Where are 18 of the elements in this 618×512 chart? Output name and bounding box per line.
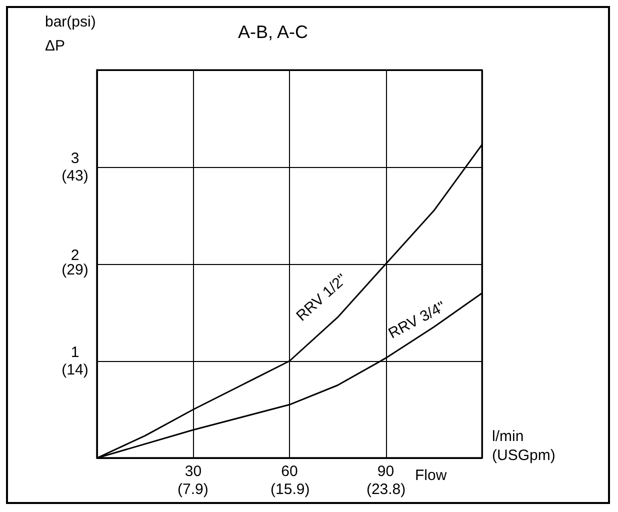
text: RRV 3/4" [386,298,448,342]
x-axis-title: l/min [492,428,524,445]
x2-tick-label: (15.9) [270,481,310,498]
y-tick-label: 1 [70,344,80,361]
y-tick-label: 3 [70,150,80,167]
y2-axis-title: bar(psi) ΔP [45,14,96,54]
y-tick-label: 2 [70,247,80,264]
x2-tick-label: (23.8) [366,481,406,498]
x2-tick-label: (7.9) [178,481,208,498]
y2-tick-label: (43) [62,168,88,185]
chart-title: A-B, A-C [238,22,308,42]
x-tick-label: 90 [377,463,394,480]
x-tick-label: 30 [184,463,202,480]
text: Flow [415,467,447,484]
x2-axis-title: (USGpm) [492,446,556,464]
y2-tick-label: (29) [62,261,88,278]
y2-tick-label: (14) [62,362,88,379]
x-tick-label: 60 [281,463,298,480]
